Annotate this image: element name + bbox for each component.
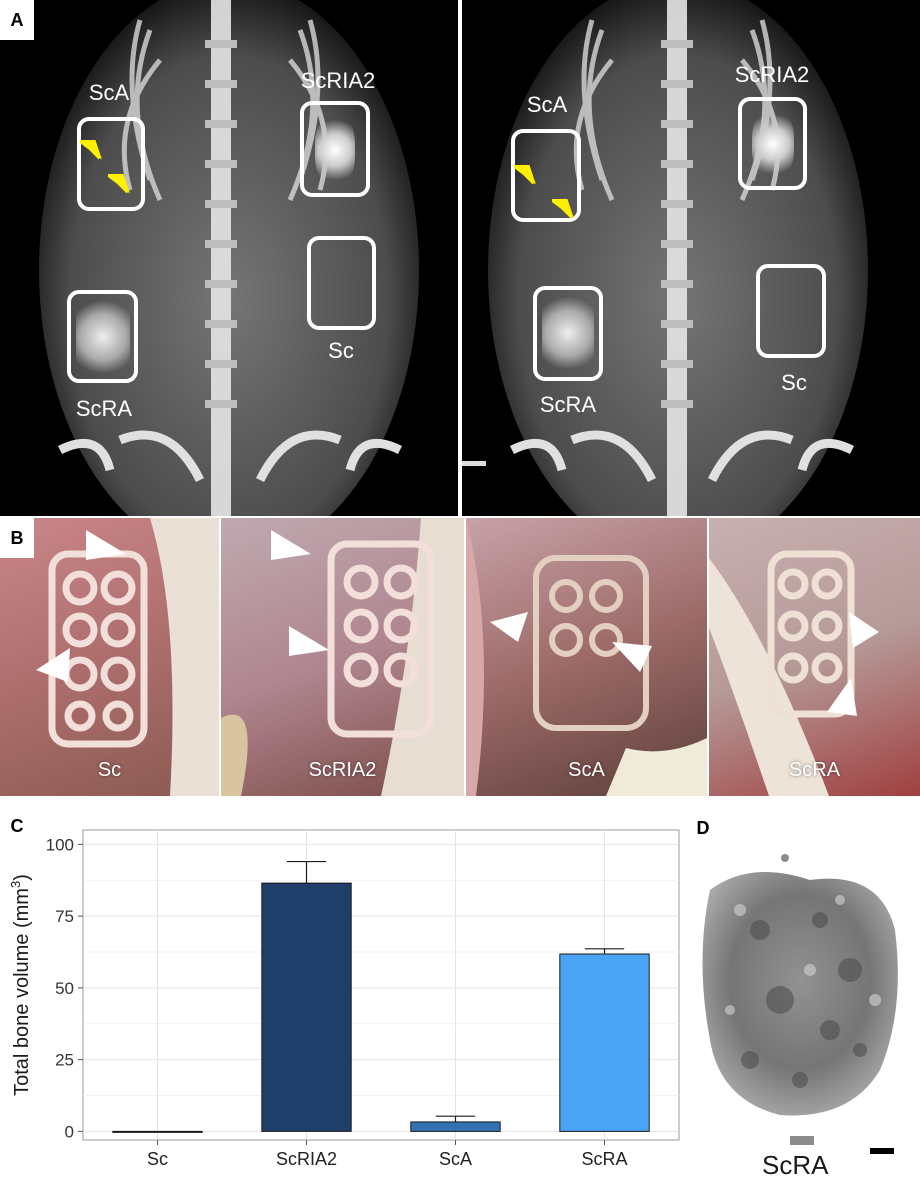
bone-volume-chart: 0 25 50 75 100 Sc ScRIA2 ScA ScRA Total bone vo… [8, 829, 680, 1169]
arrowhead-icon [490, 612, 528, 642]
y-axis-label-superscript: 3 [8, 881, 23, 888]
x-tick-label: ScA [439, 1149, 472, 1169]
photo-label: Sc [97, 759, 122, 781]
panel-a-left-xray: A ScA ScRIA2 Sc ScRA [0, 0, 458, 516]
y-axis-label: Total bone volume (mm3) [8, 874, 33, 1096]
bar-scra [559, 953, 650, 1132]
panel-label-a: A [0, 0, 34, 40]
bone-mass [315, 115, 355, 185]
roi-scria2 [738, 97, 807, 190]
xray-skeleton-left [39, 0, 419, 516]
y-tick-label: 0 [65, 1122, 74, 1141]
label-sca: ScA [88, 80, 130, 105]
bone-mass [542, 296, 594, 370]
yellow-arrow-icon [80, 140, 102, 160]
y-tick-label: 50 [55, 979, 74, 998]
y-tick-label: 25 [55, 1051, 74, 1070]
roi-sca [511, 129, 581, 222]
yellow-arrow-icon [552, 199, 574, 219]
bone-mass [752, 110, 794, 178]
yellow-arrow-icon [108, 174, 130, 194]
roi-scra [533, 286, 603, 381]
roi-sca [77, 117, 145, 211]
arrowhead-icon [86, 530, 126, 560]
panel-label-d: D [696, 817, 710, 838]
label-scria2: ScRIA2 [300, 68, 376, 93]
roi-scria2 [300, 101, 370, 197]
label-scria2: ScRIA2 [734, 62, 810, 87]
roi-scra [67, 290, 138, 383]
photo-label: ScA [568, 759, 605, 781]
scaffold-illustration [48, 518, 219, 796]
roi-sc [307, 236, 376, 330]
panel-label-c: C [10, 815, 24, 836]
scale-bar [870, 1148, 894, 1154]
micro-ct-bone-render [702, 854, 898, 1145]
label-scra: ScRA [539, 392, 597, 417]
label-sc: Sc [781, 370, 807, 395]
arrowhead-icon [36, 648, 70, 682]
bars [112, 882, 650, 1133]
x-ticks: Sc ScRIA2 ScA ScRA [147, 1140, 628, 1169]
arrowhead-icon [289, 626, 329, 656]
photo-sca: ScA [466, 518, 707, 796]
arrowhead-icon [849, 612, 879, 648]
y-tick-label: 100 [46, 835, 74, 854]
y-axis-label-close: ) [11, 874, 33, 881]
x-tick-label: ScRA [581, 1149, 627, 1169]
bar-scria2 [261, 882, 352, 1132]
y-axis-label-text: Total bone volume (mm [11, 888, 33, 1096]
panel-label-b: B [0, 518, 34, 558]
micro-ct-render [690, 850, 915, 1145]
micro-ct-label: ScRA [762, 1150, 829, 1180]
bar-sca [410, 1121, 501, 1132]
yellow-arrow-icon [514, 165, 536, 185]
label-scra: ScRA [75, 396, 133, 421]
scaffold-illustration [221, 518, 464, 796]
roi-sc [756, 264, 826, 358]
x-tick-label: ScRIA2 [276, 1149, 337, 1169]
photo-label: ScRA [788, 759, 841, 781]
xray-skeleton-right [462, 0, 868, 516]
scaffold-illustration [709, 550, 855, 796]
y-tick-label: 75 [55, 907, 74, 926]
bone-mass [76, 300, 130, 374]
label-sca: ScA [526, 92, 568, 117]
panel-a-right-xray: ScA ScRIA2 Sc ScRA [462, 0, 920, 516]
scaffold-illustration [466, 518, 707, 796]
arrowhead-icon [827, 678, 857, 716]
photo-scra: ScRA [709, 518, 920, 796]
arrowhead-icon [271, 530, 311, 560]
photo-scria2: ScRIA2 [221, 518, 464, 796]
y-ticks: 0 25 50 75 100 [46, 835, 83, 1141]
label-sc: Sc [328, 338, 354, 363]
bar-sc [112, 1130, 203, 1133]
arrowhead-icon [612, 642, 652, 672]
x-tick-label: Sc [147, 1149, 168, 1169]
photo-sc: B Sc [0, 518, 219, 796]
photo-label: ScRIA2 [308, 759, 377, 781]
